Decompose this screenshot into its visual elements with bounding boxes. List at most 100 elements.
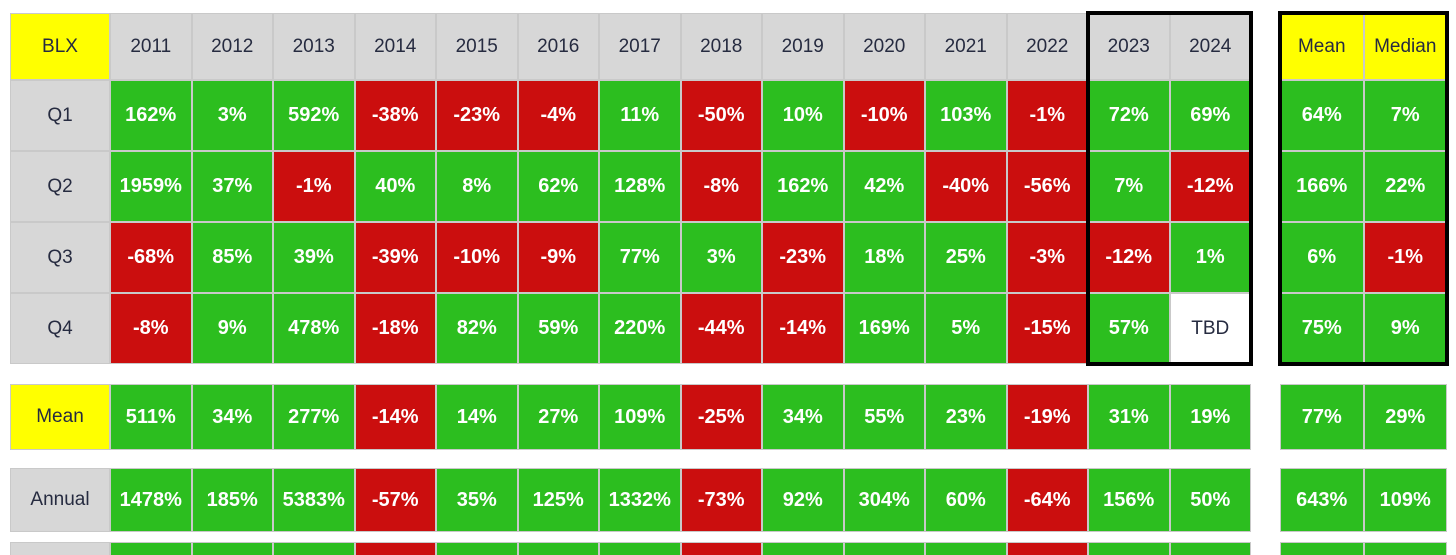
table-cell: 156% <box>1088 468 1170 532</box>
table-cell: 37% <box>191 151 273 222</box>
table-cell: 9% <box>191 293 273 364</box>
summary-cell: 643% <box>1280 468 1364 532</box>
table-cell: -19% <box>1006 384 1088 450</box>
table-cell: 60% <box>925 468 1007 532</box>
table-cell: -12% <box>1169 151 1251 222</box>
table-cell: 162% <box>762 151 844 222</box>
table-cell: -44% <box>680 293 762 364</box>
table-cell: TBD <box>1169 293 1251 364</box>
summary-cell <box>1280 542 1364 555</box>
table-cell: 82% <box>436 293 518 364</box>
table-cell: 50% <box>1169 468 1251 532</box>
table-cell: -64% <box>1006 468 1088 532</box>
table-cell: -3% <box>1006 222 1088 293</box>
block-gap <box>1251 151 1280 222</box>
block-gap <box>1251 468 1280 532</box>
table-cell: -73% <box>680 468 762 532</box>
table-cell: 169% <box>843 293 925 364</box>
table-cell: 109% <box>599 384 681 450</box>
column-header-2018: 2018 <box>680 13 762 80</box>
table-cell: -25% <box>680 384 762 450</box>
table-cell: 27% <box>517 384 599 450</box>
block-gap <box>1251 384 1280 450</box>
table-cell: 55% <box>843 384 925 450</box>
table-cell: 25% <box>925 222 1007 293</box>
row-q1: Q1 162% 3% 592% -38% -23% -4% 11% -50% 10% -10% 103… <box>10 80 1456 151</box>
row-label-q2: Q2 <box>10 151 110 222</box>
table-cell: -14% <box>354 384 436 450</box>
table-cell <box>110 542 192 555</box>
table-cell: 39% <box>273 222 355 293</box>
table-cell: 125% <box>517 468 599 532</box>
table-cell <box>436 542 518 555</box>
column-header-2021: 2021 <box>925 13 1007 80</box>
summary-cell: 166% <box>1280 151 1364 222</box>
table-cell: -57% <box>354 468 436 532</box>
table-cell: 40% <box>354 151 436 222</box>
table-cell: 220% <box>599 293 681 364</box>
summary-cell: 64% <box>1280 80 1364 151</box>
table-cell: 35% <box>436 468 518 532</box>
table-cell: -39% <box>354 222 436 293</box>
column-header-2016: 2016 <box>517 13 599 80</box>
table-cell: 14% <box>436 384 518 450</box>
table-cell: 8% <box>436 151 518 222</box>
row-q2: Q2 1959% 37% -1% 40% 8% 62% 128% -8% 162% 42% -40% -… <box>10 151 1456 222</box>
table-cell: 1% <box>1169 222 1251 293</box>
table-cell: 162% <box>110 80 192 151</box>
table-cell: 31% <box>1088 384 1170 450</box>
table-cell: -1% <box>273 151 355 222</box>
table-cell: -18% <box>354 293 436 364</box>
table-cell <box>1169 542 1251 555</box>
table-cell: 69% <box>1169 80 1251 151</box>
summary-cell: 109% <box>1363 468 1447 532</box>
table-cell: 34% <box>191 384 273 450</box>
table-cell: -12% <box>1088 222 1170 293</box>
table-cell: 511% <box>110 384 192 450</box>
table-cell: -10% <box>843 80 925 151</box>
table-cell <box>843 542 925 555</box>
table-cell: -9% <box>517 222 599 293</box>
row-q4: Q4 -8% 9% 478% -18% 82% 59% 220% -44% -14% 169% 5% -… <box>10 293 1456 364</box>
row-label-q3: Q3 <box>10 222 110 293</box>
table-cell: 57% <box>1088 293 1170 364</box>
summary-cell: 29% <box>1363 384 1447 450</box>
block-gap <box>1251 542 1280 555</box>
table-cell <box>517 542 599 555</box>
table-cell: 92% <box>762 468 844 532</box>
table-cell: -23% <box>762 222 844 293</box>
table-cell: 7% <box>1088 151 1170 222</box>
block-gap <box>1251 13 1280 80</box>
column-header-mean: Mean <box>1280 13 1364 80</box>
summary-cell: 77% <box>1280 384 1364 450</box>
table-cell: -23% <box>436 80 518 151</box>
table-cell: 3% <box>680 222 762 293</box>
table-cell: -4% <box>517 80 599 151</box>
table-cell: -38% <box>354 80 436 151</box>
table-cell <box>1006 542 1088 555</box>
table-cell: 23% <box>925 384 1007 450</box>
table-cell: 5383% <box>273 468 355 532</box>
table-cell <box>354 542 436 555</box>
row-label-q1: Q1 <box>10 80 110 151</box>
table-cell <box>273 542 355 555</box>
table-cell: -40% <box>925 151 1007 222</box>
table-cell: 3% <box>191 80 273 151</box>
block-gap <box>1251 222 1280 293</box>
table-cell: 72% <box>1088 80 1170 151</box>
summary-cell <box>1363 542 1447 555</box>
block-gap <box>1251 80 1280 151</box>
table-cell: 18% <box>843 222 925 293</box>
summary-cell: -1% <box>1363 222 1447 293</box>
table-cell: -1% <box>1006 80 1088 151</box>
table-cell: -10% <box>436 222 518 293</box>
row-label-q4: Q4 <box>10 293 110 364</box>
row-q3: Q3 -68% 85% 39% -39% -10% -9% 77% 3% -23% 18% 25% -3… <box>10 222 1456 293</box>
table-cell: -14% <box>762 293 844 364</box>
table-cell: -56% <box>1006 151 1088 222</box>
table-cell: 128% <box>599 151 681 222</box>
table-cell: -8% <box>680 151 762 222</box>
table-cell: 592% <box>273 80 355 151</box>
table-cell: 478% <box>273 293 355 364</box>
column-header-2011: 2011 <box>110 13 192 80</box>
